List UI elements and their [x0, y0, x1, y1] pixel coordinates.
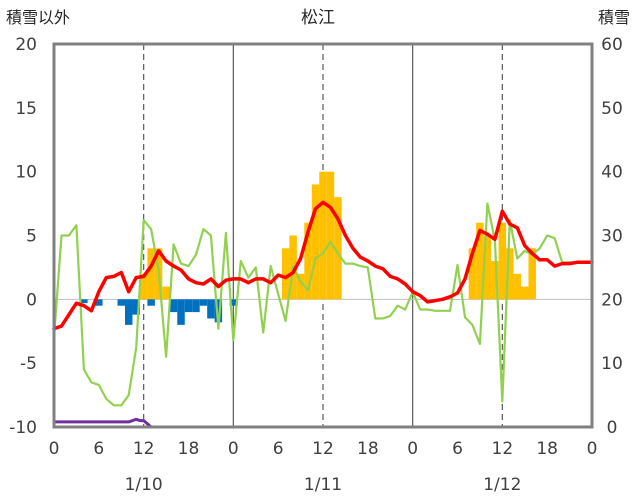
y-left-tick-label: 20 — [15, 35, 37, 55]
precip-bar — [80, 299, 88, 304]
x-tick-label: 18 — [178, 439, 200, 459]
y-left-label: 積雪以外 — [6, 8, 70, 27]
snowfall-bar — [528, 248, 536, 300]
y-right-tick-label: 60 — [601, 35, 623, 55]
snowfall-bar — [147, 248, 155, 300]
snowfall-bar — [476, 222, 484, 300]
y-right-tick-label: 0 — [607, 418, 618, 438]
x-tick-label: 12 — [312, 439, 334, 459]
x-tick-label: 12 — [492, 439, 514, 459]
chart-title: 松江 — [301, 8, 335, 28]
precip-bar — [147, 299, 155, 306]
y-left-tick-label: 5 — [26, 227, 37, 247]
y-left-tick-label: -10 — [9, 418, 37, 438]
precip-bar — [117, 299, 125, 306]
snowfall-bar — [139, 273, 148, 300]
precip-bar — [177, 299, 185, 325]
snowfall-bar — [491, 261, 499, 300]
y-left-tick-label: 10 — [15, 163, 37, 183]
y-right-tick-label: 20 — [601, 290, 623, 310]
snowfall-bar — [498, 222, 507, 300]
x-tick-label: 12 — [133, 439, 155, 459]
green-series-line — [52, 202, 594, 407]
y-left-tick-label: -5 — [20, 354, 37, 374]
x-tick-label: 0 — [49, 439, 60, 459]
x-tick-label: 0 — [587, 439, 598, 459]
snowfall-bar — [334, 197, 342, 300]
x-tick-label: 0 — [407, 439, 418, 459]
y-left-tick-label: 0 — [26, 290, 37, 310]
snowfall-bar — [513, 273, 522, 300]
precip-bar — [214, 299, 223, 323]
precip-bar — [124, 299, 133, 325]
x-tick-label: 0 — [228, 439, 239, 459]
snowfall-bar — [521, 286, 529, 300]
snowfall-bar — [319, 171, 327, 300]
plot-frame — [52, 42, 594, 429]
x-tick-label: 18 — [357, 439, 379, 459]
snowfall-bar — [483, 235, 492, 300]
y-left-tick-label: 15 — [15, 99, 37, 119]
snowfall-bar — [281, 248, 290, 300]
y-right-tick-label: 40 — [601, 163, 623, 183]
x-tick-label: 6 — [93, 439, 104, 459]
x-tick-label: 6 — [452, 439, 463, 459]
x-tick-label: 6 — [273, 439, 284, 459]
precip-bar — [192, 299, 200, 313]
snowfall-bar — [304, 222, 312, 300]
snowfall-bar — [311, 184, 320, 300]
snowfall-bar — [326, 171, 335, 300]
date-label: 1/11 — [304, 475, 342, 495]
precip-bar — [169, 299, 178, 313]
bars-layer — [80, 171, 536, 325]
y-right-tick-label: 10 — [601, 354, 623, 374]
y-right-label: 積雪 — [598, 8, 630, 27]
temperature-line — [52, 200, 594, 331]
x-tick-label: 18 — [536, 439, 558, 459]
snowfall-bar — [162, 286, 170, 300]
precip-bar — [229, 299, 238, 306]
date-label: 1/12 — [483, 475, 521, 495]
precip-bar — [95, 299, 103, 306]
snowfall-bar — [506, 248, 514, 300]
snowfall-bar — [296, 273, 305, 300]
date-label: 1/10 — [125, 475, 163, 495]
precip-bar — [184, 299, 193, 313]
precip-bar — [207, 299, 215, 319]
precip-bar — [199, 299, 208, 306]
y-right-tick-label: 30 — [601, 227, 623, 247]
y-right-tick-label: 50 — [601, 99, 623, 119]
snowfall-bar — [468, 248, 477, 300]
precip-bar — [132, 299, 140, 315]
